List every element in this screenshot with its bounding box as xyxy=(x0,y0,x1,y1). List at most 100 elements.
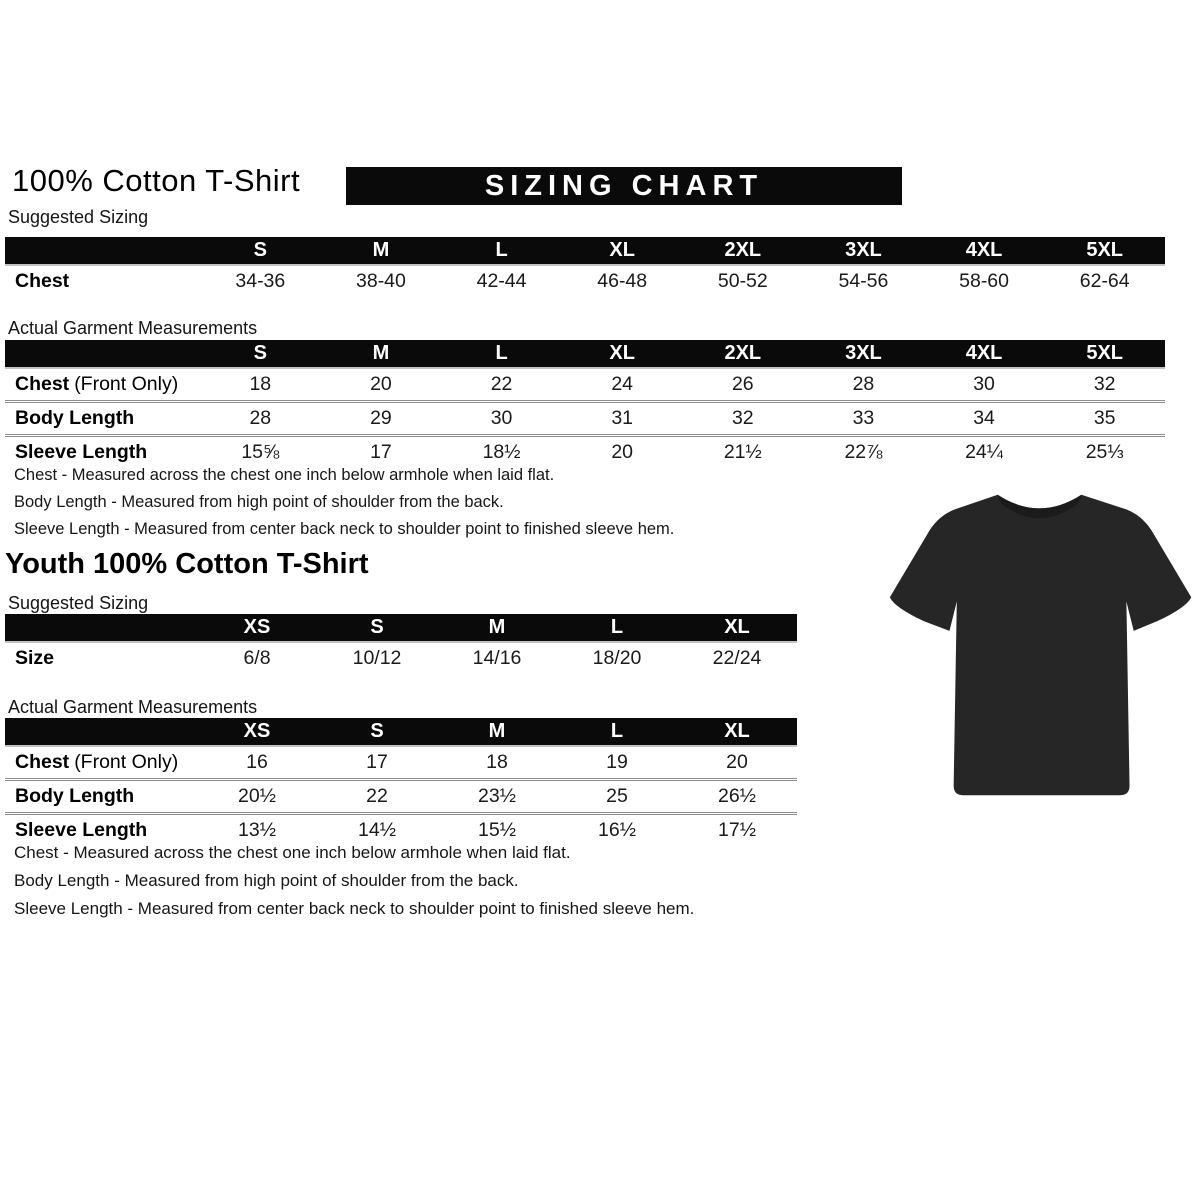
cell: 32 xyxy=(1093,373,1116,395)
table-row-body-length: Body Length 28 29 30 31 32 33 34 35 xyxy=(5,400,1165,436)
adult-section-title: 100% Cotton T-Shirt xyxy=(12,163,301,198)
column-header: L xyxy=(441,340,562,369)
cell: 20 xyxy=(726,751,748,773)
cell: 28 xyxy=(200,400,321,436)
column-header: XL xyxy=(561,237,683,266)
table-row-chest: Chest (Front Only) 18 20 22 24 26 28 30 3… xyxy=(5,368,1165,402)
adult-suggested-sizing-table: S M L XL 2XL 3XL 4XL 5XL Chest 34-36 38-… xyxy=(5,237,1165,297)
note-sleeve-length: Sleeve Length - Measured from center bac… xyxy=(14,899,695,918)
cell: 17 xyxy=(320,434,442,468)
cell: 20 xyxy=(561,434,683,468)
column-header: 3XL xyxy=(803,340,924,369)
cell: 17½ xyxy=(677,812,797,846)
column-header: S xyxy=(200,237,321,266)
cell: 25⅓ xyxy=(1044,434,1165,468)
sizing-chart-banner: SIZING CHART xyxy=(346,167,902,205)
cell: 6/8 xyxy=(243,647,271,669)
cell: 17 xyxy=(366,751,388,773)
column-header: XL xyxy=(677,614,797,643)
cell: 18 xyxy=(486,751,508,773)
cell: 26 xyxy=(731,373,754,395)
table-row-sleeve-length: Sleeve Length 15⅝ 17 18½ 20 21½ 22⅞ 24¼ … xyxy=(5,434,1165,468)
youth-actual-measurements-label: Actual Garment Measurements xyxy=(8,697,258,717)
column-header: 5XL xyxy=(1044,237,1165,266)
column-header: 4XL xyxy=(923,237,1045,266)
tshirt-collar xyxy=(997,494,1082,519)
cell: 16½ xyxy=(557,812,677,846)
youth-suggested-sizing-label: Suggested Sizing xyxy=(8,593,149,613)
column-header: S xyxy=(317,614,437,643)
cell: 22⅞ xyxy=(803,434,924,468)
cell: 14½ xyxy=(317,812,437,846)
cell: 62-64 xyxy=(1079,270,1130,292)
cell: 33 xyxy=(803,400,924,436)
youth-actual-measurements-table: XS S M L XL Chest (Front Only) 16 17 18 1… xyxy=(5,718,797,846)
column-header: XS xyxy=(197,718,317,747)
column-header: L xyxy=(441,237,562,266)
column-header: 5XL xyxy=(1044,340,1165,369)
row-label: Sleeve Length xyxy=(5,434,200,468)
column-header: M xyxy=(320,237,442,266)
cell: 25 xyxy=(557,778,677,814)
cell: 23½ xyxy=(437,778,557,814)
cell: 20 xyxy=(370,373,392,395)
cell: 18/20 xyxy=(592,647,642,669)
cell: 29 xyxy=(320,400,442,436)
youth-section-title: Youth 100% Cotton T-Shirt xyxy=(5,548,369,580)
cell: 24 xyxy=(611,373,634,395)
note-body-length: Body Length - Measured from high point o… xyxy=(14,871,519,890)
table-row-body-length: Body Length 20½ 22 23½ 25 26½ xyxy=(5,778,797,814)
cell: 15⅝ xyxy=(200,434,321,468)
cell: 22/24 xyxy=(712,647,762,669)
adult-actual-measurements-table: S M L XL 2XL 3XL 4XL 5XL Chest (Front Onl… xyxy=(5,340,1165,468)
cell: 18 xyxy=(249,373,272,395)
row-label-note: (Front Only) xyxy=(74,373,179,395)
cell: 10/12 xyxy=(352,647,402,669)
cell: 21½ xyxy=(682,434,804,468)
column-header: S xyxy=(200,340,321,369)
row-label-main: Chest xyxy=(15,373,70,395)
column-header: XL xyxy=(677,718,797,747)
adult-measurement-notes: Chest - Measured across the chest one in… xyxy=(14,462,674,543)
cell: 32 xyxy=(682,400,804,436)
table-row-chest: Chest (Front Only) 16 17 18 19 20 xyxy=(5,746,797,780)
row-label: Chest xyxy=(15,270,70,292)
row-label-main: Chest xyxy=(15,751,70,773)
cell: 30 xyxy=(973,373,995,395)
tshirt-body xyxy=(889,494,1192,796)
youth-measurement-notes: Chest - Measured across the chest one in… xyxy=(14,839,694,923)
column-header: L xyxy=(557,718,677,747)
cell: 19 xyxy=(606,751,628,773)
cell: 54-56 xyxy=(838,270,889,292)
cell: 35 xyxy=(1044,400,1165,436)
cell: 16 xyxy=(246,751,268,773)
adult-suggested-sizing-label: Suggested Sizing xyxy=(8,207,149,227)
row-label: Body Length xyxy=(5,400,200,436)
row-label: Size xyxy=(15,647,55,669)
column-header: 3XL xyxy=(803,237,924,266)
note-chest: Chest - Measured across the chest one in… xyxy=(14,466,555,484)
cell: 20½ xyxy=(197,778,317,814)
cell: 22 xyxy=(317,778,437,814)
black-tshirt-graphic xyxy=(889,494,1192,796)
column-header: XS xyxy=(197,614,317,643)
table-corner xyxy=(5,340,200,369)
cell: 28 xyxy=(852,373,875,395)
column-header: S xyxy=(317,718,437,747)
cell: 15½ xyxy=(437,812,557,846)
row-label: Chest (Front Only) xyxy=(5,368,200,402)
table-row-sleeve-length: Sleeve Length 13½ 14½ 15½ 16½ 17½ xyxy=(5,812,797,846)
row-label-note: (Front Only) xyxy=(74,751,179,773)
cell: 26½ xyxy=(677,778,797,814)
column-header: M xyxy=(437,614,557,643)
table-header-row: S M L XL 2XL 3XL 4XL 5XL xyxy=(5,340,1165,369)
cell: 50-52 xyxy=(717,270,768,292)
cell: 22 xyxy=(490,373,513,395)
row-label: Sleeve Length xyxy=(5,812,197,846)
cell: 14/16 xyxy=(472,647,522,669)
cell: 18½ xyxy=(441,434,562,468)
cell: 58-60 xyxy=(959,270,1009,292)
cell: 34-36 xyxy=(235,270,286,292)
table-header-row: XS S M L XL xyxy=(5,718,797,747)
